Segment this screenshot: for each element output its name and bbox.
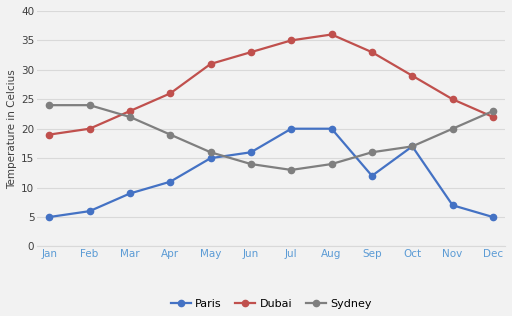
Paris bbox=[288, 127, 294, 131]
Sydney bbox=[167, 133, 174, 137]
Dubai bbox=[450, 97, 456, 101]
Dubai bbox=[127, 109, 133, 113]
Sydney bbox=[87, 103, 93, 107]
Paris bbox=[329, 127, 335, 131]
Sydney bbox=[490, 109, 496, 113]
Sydney bbox=[288, 168, 294, 172]
Sydney bbox=[127, 115, 133, 119]
Paris bbox=[450, 204, 456, 207]
Sydney bbox=[248, 162, 254, 166]
Sydney bbox=[409, 144, 415, 148]
Dubai bbox=[207, 62, 214, 66]
Paris bbox=[490, 215, 496, 219]
Sydney bbox=[369, 150, 375, 154]
Dubai bbox=[329, 33, 335, 36]
Line: Paris: Paris bbox=[46, 125, 496, 220]
Dubai bbox=[369, 50, 375, 54]
Dubai bbox=[288, 39, 294, 42]
Dubai bbox=[490, 115, 496, 119]
Dubai bbox=[409, 74, 415, 78]
Paris bbox=[127, 191, 133, 195]
Line: Dubai: Dubai bbox=[46, 31, 496, 138]
Paris bbox=[409, 144, 415, 148]
Paris bbox=[46, 215, 52, 219]
Sydney bbox=[207, 150, 214, 154]
Sydney bbox=[450, 127, 456, 131]
Paris bbox=[87, 209, 93, 213]
Paris bbox=[369, 174, 375, 178]
Paris bbox=[167, 180, 174, 184]
Dubai bbox=[167, 92, 174, 95]
Sydney bbox=[329, 162, 335, 166]
Line: Sydney: Sydney bbox=[46, 102, 496, 173]
Legend: Paris, Dubai, Sydney: Paris, Dubai, Sydney bbox=[166, 295, 376, 313]
Dubai bbox=[87, 127, 93, 131]
Paris bbox=[207, 156, 214, 160]
Paris bbox=[248, 150, 254, 154]
Dubai bbox=[46, 133, 52, 137]
Y-axis label: Temperature in Celcius: Temperature in Celcius bbox=[7, 69, 17, 189]
Dubai bbox=[248, 50, 254, 54]
Sydney bbox=[46, 103, 52, 107]
